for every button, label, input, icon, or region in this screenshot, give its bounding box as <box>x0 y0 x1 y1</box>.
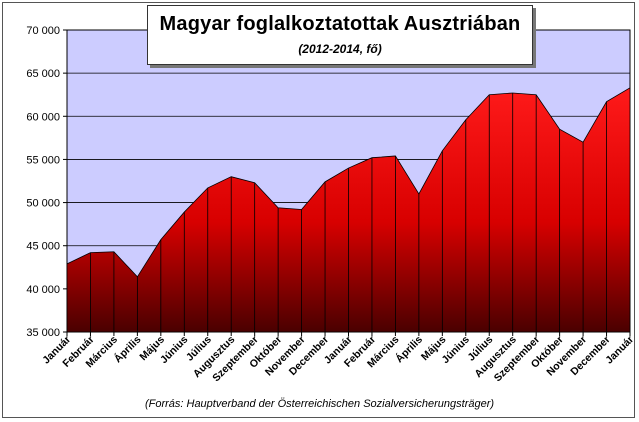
y-tick-label-6: 65 000 <box>26 68 60 80</box>
data-area <box>66 87 631 333</box>
chart-subtitle: (2012-2014, fő) <box>298 42 382 56</box>
title-box: Magyar foglalkoztatottak Ausztriában (20… <box>147 5 533 65</box>
source-note: (Forrás: Hauptverband der Österreichisch… <box>144 398 495 410</box>
chart-title: Magyar foglalkoztatottak Ausztriában <box>159 13 521 35</box>
x-tick-label-15: Április <box>393 333 425 365</box>
y-tick-label-0: 35 000 <box>26 327 60 339</box>
x-tick-label-3: Április <box>111 333 143 365</box>
y-tick-label-4: 55 000 <box>26 154 60 166</box>
x-axis: JanuárFebruárMárciusÁprilisMájusJúniusJú… <box>40 332 636 384</box>
y-tick-label-5: 60 000 <box>26 111 60 123</box>
y-tick-label-1: 40 000 <box>26 284 60 296</box>
y-tick-label-3: 50 000 <box>26 198 60 210</box>
y-tick-label-7: 70 000 <box>26 25 60 37</box>
y-axis: 35 000 40 000 45 000 50 000 55 000 60 000 65 0… <box>26 25 67 339</box>
y-tick-label-2: 45 000 <box>26 241 60 253</box>
